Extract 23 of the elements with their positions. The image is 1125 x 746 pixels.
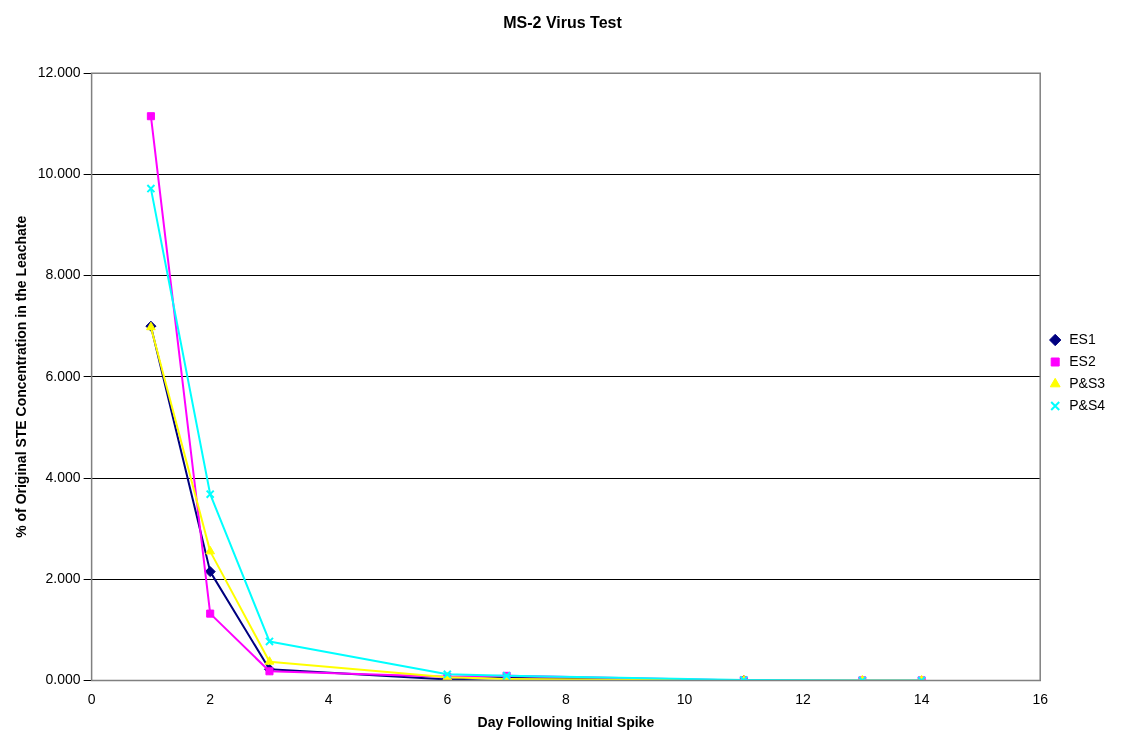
x-tick-label: 4 [324,690,333,707]
x-tick-label: 0 [87,690,96,707]
legend-label: ES1 [1069,330,1096,347]
y-tick-label: 6.000 [45,367,81,384]
chart-title: MS-2 Virus Test [503,14,623,32]
y-tick-label: 0.000 [45,671,81,688]
legend-label: ES2 [1069,352,1096,369]
y-axis-title: % of Original STE Concentration in the Leachate [13,215,30,538]
x-tick-label: 16 [1032,690,1049,707]
x-tick-label: 10 [676,690,693,707]
x-tick-label: 6 [443,690,452,707]
x-tick-label: 14 [913,690,930,707]
y-tick-label: 12.000 [37,64,81,81]
y-tick-label: 2.000 [45,570,81,587]
x-axis-title: Day Following Initial Spike [477,714,655,731]
legend-label: P&S3 [1069,374,1106,391]
x-tick-label: 2 [206,690,215,707]
x-tick-label: 12 [795,690,812,707]
y-tick-label: 10.000 [37,165,81,182]
x-tick-label: 8 [562,690,571,707]
y-tick-label: 8.000 [45,266,81,283]
y-tick-label: 4.000 [45,468,81,485]
legend-label: P&S4 [1069,396,1106,413]
